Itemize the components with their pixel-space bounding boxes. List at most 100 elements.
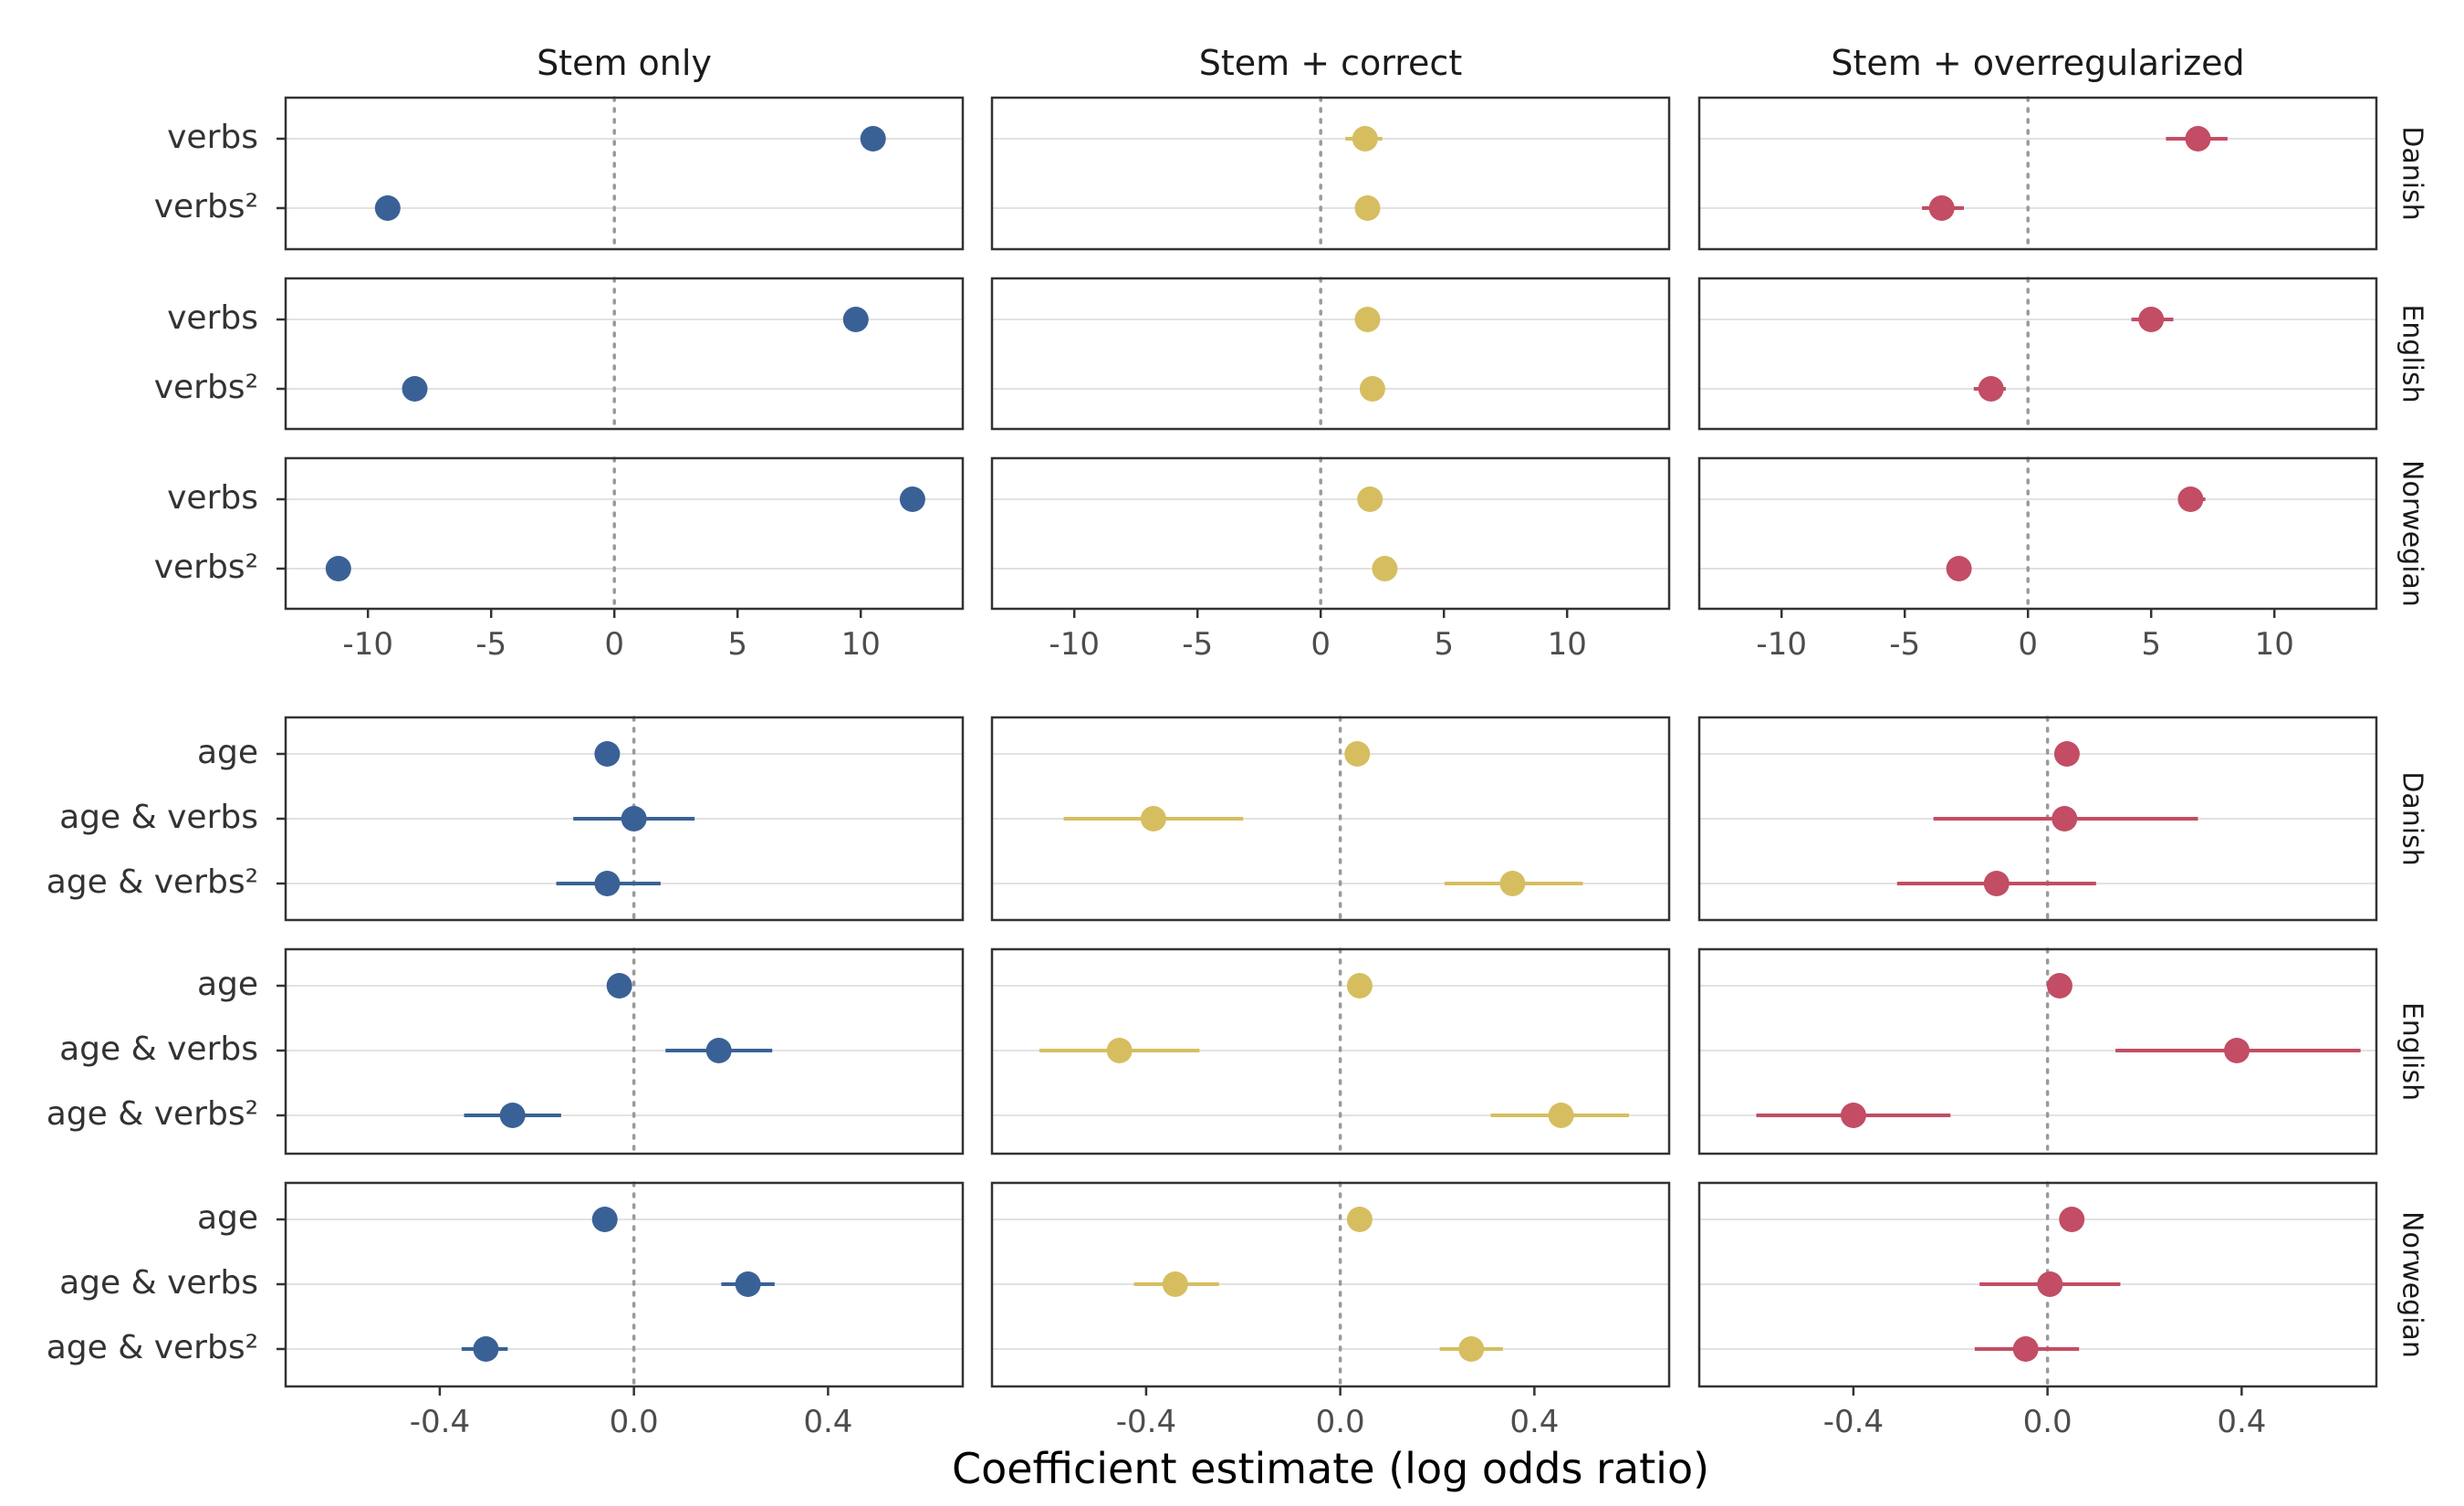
column-strip-label: Stem + overregularized: [1831, 43, 2244, 83]
x-tick-label: 0: [604, 626, 624, 663]
facet-panel: age age & verbs age & verbs²: [47, 716, 965, 922]
language-strip-label: English: [2396, 1002, 2428, 1101]
estimate-point: [1928, 195, 1955, 221]
panel-border: [990, 947, 1671, 1156]
x-tick-label: 0: [2018, 626, 2038, 663]
x-tick-label: 0.0: [610, 1404, 659, 1440]
panel-border: [990, 456, 1671, 611]
facet-panel: [1697, 456, 2378, 611]
estimate-point: [1357, 486, 1383, 512]
estimate-point: [2138, 307, 2165, 332]
panel-border: [1697, 1181, 2378, 1388]
estimate-point: [1548, 1103, 1574, 1128]
estimate-point: [1140, 806, 1166, 831]
x-tick-label: 0.4: [2217, 1404, 2266, 1440]
column-strip-label: Stem only: [537, 43, 712, 83]
term-label: age: [197, 734, 258, 771]
panel-border: [284, 456, 965, 611]
panel-border: [1697, 277, 2378, 431]
estimate-point: [1946, 556, 1972, 581]
term-label: verbs²: [154, 369, 258, 406]
estimate-point: [2185, 126, 2211, 152]
estimate-point: [1162, 1271, 1188, 1297]
x-tick-label: 0.0: [2023, 1404, 2072, 1440]
estimate-point: [473, 1336, 499, 1362]
estimate-point: [1106, 1038, 1133, 1063]
facet-panel: age age & verbs age & verbs²: [47, 947, 965, 1156]
estimate-point: [2053, 741, 2080, 767]
x-tick-label: 0.0: [1316, 1404, 1365, 1440]
panel-border: [990, 716, 1671, 922]
panel-border: [990, 277, 1671, 431]
facet-panels: verbs verbs² verbs verbs² verbs verbs² -10 -5 0 5…: [47, 96, 2378, 1440]
term-label: age & verbs²: [47, 863, 258, 901]
estimate-point: [1354, 307, 1381, 332]
estimate-point: [1372, 556, 1398, 581]
panel-border: [284, 96, 965, 251]
x-tick-label: 0: [1310, 626, 1331, 663]
panel-border: [1697, 947, 2378, 1156]
facet-panel: [1697, 96, 2378, 251]
x-tick-label: -0.4: [410, 1404, 470, 1440]
estimate-point: [705, 1038, 732, 1063]
estimate-point: [2052, 806, 2078, 831]
estimate-point: [594, 741, 621, 767]
estimate-point: [402, 376, 428, 402]
x-tick-label: 0.4: [803, 1404, 852, 1440]
x-axis-title: Coefficient estimate (log odds ratio): [952, 1444, 1709, 1493]
x-tick-label: 0.4: [1509, 1404, 1559, 1440]
facet-panel: [990, 456, 1671, 611]
x-tick-label: 10: [2255, 626, 2294, 663]
estimate-point: [1840, 1103, 1866, 1128]
x-tick-label: -10: [1049, 626, 1100, 663]
facet-panel: [1697, 947, 2378, 1156]
term-label: age: [197, 966, 258, 1003]
estimate-point: [899, 486, 925, 512]
estimate-point: [499, 1103, 526, 1128]
estimate-point: [2224, 1038, 2250, 1063]
facet-panel: [1697, 1181, 2378, 1388]
facet-panel: [990, 947, 1671, 1156]
estimate-point: [1352, 126, 1378, 152]
estimate-point: [1346, 973, 1373, 999]
x-tick-label: -0.4: [1823, 1404, 1884, 1440]
estimate-point: [606, 973, 632, 999]
estimate-point: [594, 871, 621, 896]
term-label: age: [197, 1199, 258, 1237]
x-tick-label: 10: [841, 626, 881, 663]
term-label: age & verbs: [59, 799, 258, 836]
facet-panel: age age & verbs age & verbs²: [47, 1181, 965, 1388]
panel-border: [1697, 716, 2378, 922]
x-tick-label: 5: [727, 626, 747, 663]
column-strip-label: Stem + correct: [1199, 43, 1462, 83]
x-tick-label: 10: [1548, 626, 1587, 663]
x-tick-label: 5: [2141, 626, 2161, 663]
estimate-point: [1983, 871, 2010, 896]
estimate-point: [1346, 1207, 1373, 1232]
facet-panel: [1697, 716, 2378, 922]
x-tick-label: -0.4: [1116, 1404, 1176, 1440]
language-strip-label: English: [2396, 304, 2428, 403]
panel-border: [990, 1181, 1671, 1388]
estimate-point: [591, 1207, 618, 1232]
facet-panel: verbs verbs²: [154, 456, 965, 611]
estimate-point: [2177, 486, 2204, 512]
facet-panel: verbs verbs²: [154, 277, 965, 431]
x-tick-label: -5: [475, 626, 506, 663]
facet-panel: [990, 96, 1671, 251]
term-label: verbs: [167, 479, 258, 517]
estimate-point: [2059, 1207, 2085, 1232]
term-label: verbs: [167, 299, 258, 337]
estimate-point: [2046, 973, 2072, 999]
estimate-point: [621, 806, 647, 831]
estimate-point: [1359, 376, 1385, 402]
facet-strip-labels: Stem only Stem + correct Stem + overregula…: [537, 43, 2427, 1358]
term-label: age & verbs: [59, 1030, 258, 1068]
x-tick-label: -10: [1756, 626, 1807, 663]
x-tick-label: -5: [1182, 626, 1213, 663]
panel-border: [1697, 456, 2378, 611]
language-strip-label: Norwegian: [2396, 1211, 2428, 1358]
term-label: verbs²: [154, 549, 258, 586]
estimate-point: [374, 195, 401, 221]
